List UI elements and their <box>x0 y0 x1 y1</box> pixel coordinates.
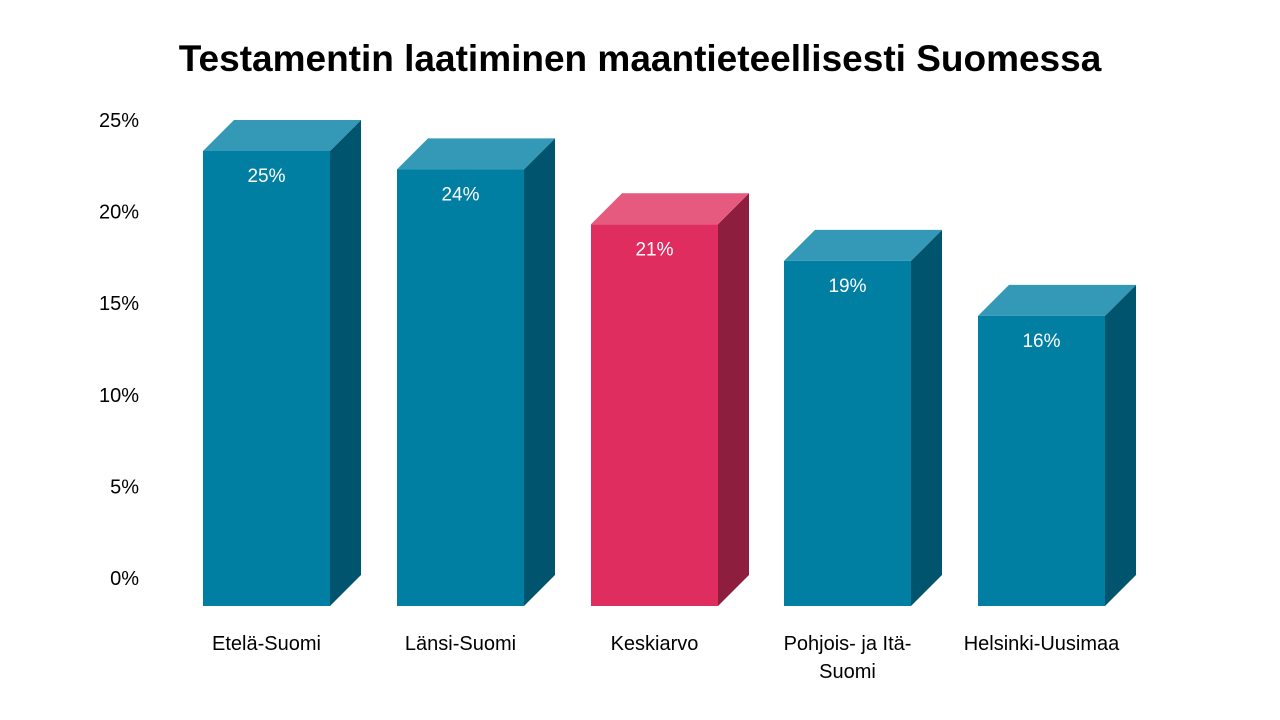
y-tick-label: 5% <box>110 476 139 498</box>
y-tick-label: 0% <box>110 568 139 590</box>
x-tick-label: Pohjois- ja Itä- <box>784 633 912 655</box>
data-label: 24% <box>441 184 479 205</box>
bar-side <box>330 120 361 606</box>
bar-side <box>1105 284 1136 606</box>
x-tick-label: Länsi-Suomi <box>405 633 516 655</box>
bar-side <box>911 229 942 607</box>
y-tick-label: 10% <box>99 385 139 407</box>
bar-top <box>784 229 942 261</box>
data-label: 25% <box>247 166 285 187</box>
bar <box>784 260 911 606</box>
x-tick-label: Suomi <box>819 661 876 683</box>
x-tick-label: Helsinki-Uusimaa <box>964 633 1120 655</box>
bar <box>203 151 330 606</box>
y-tick-label: 15% <box>99 293 139 315</box>
data-label: 16% <box>1022 331 1060 352</box>
x-tick-label: Keskiarvo <box>611 633 699 655</box>
bar <box>397 169 524 606</box>
y-tick-label: 20% <box>99 202 139 224</box>
y-tick-label: 25% <box>99 110 139 132</box>
chart-title: Testamentin laatiminen maantieteellisest… <box>178 38 1102 79</box>
x-tick-label: Etelä-Suomi <box>212 633 321 655</box>
bar-top <box>397 138 555 170</box>
data-label: 19% <box>828 276 866 297</box>
bar <box>978 315 1105 606</box>
bar-top <box>203 120 361 151</box>
bar-top <box>978 284 1136 316</box>
bar <box>591 224 718 606</box>
bar-side <box>524 138 555 606</box>
data-label: 21% <box>635 239 673 260</box>
bar-top <box>591 193 749 225</box>
bar-side <box>718 193 749 606</box>
